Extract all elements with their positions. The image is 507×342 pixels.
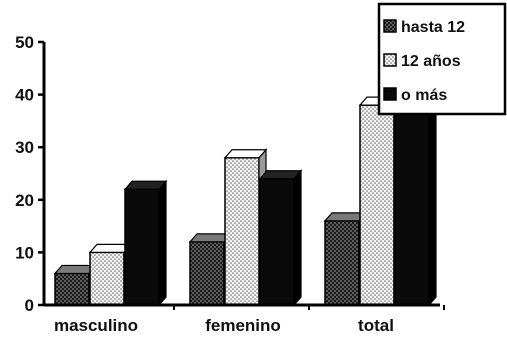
x-category-label: total xyxy=(358,316,394,335)
bar-front xyxy=(259,178,295,306)
bar-side xyxy=(293,169,302,307)
bar-top xyxy=(258,170,303,180)
bars-layer xyxy=(53,53,438,307)
legend-swatch xyxy=(383,53,397,67)
bar-front xyxy=(124,188,160,306)
bar-femenino-2 xyxy=(223,148,268,307)
x-category-label: masculino xyxy=(54,316,138,335)
bar-top xyxy=(223,149,268,159)
bar-front xyxy=(54,272,90,306)
y-tick-label: 10 xyxy=(15,243,34,262)
x-category-labels: masculino femenino total xyxy=(54,305,445,335)
legend: hasta 12 12 años o más xyxy=(377,2,507,116)
bar-front xyxy=(224,156,260,306)
bar-femenino-3 xyxy=(258,169,303,307)
legend-label: o más xyxy=(401,87,447,104)
x-category-label: femenino xyxy=(205,316,281,335)
y-tick-label: 50 xyxy=(15,33,34,52)
legend-items: hasta 12 12 años o más xyxy=(383,19,465,104)
y-tick-label: 0 xyxy=(25,296,34,315)
bar-front xyxy=(324,220,360,306)
bar-front xyxy=(189,241,225,306)
y-tick-label: 40 xyxy=(15,86,34,105)
y-tick-label: 20 xyxy=(15,191,34,210)
bar-top xyxy=(123,180,168,190)
bar-front xyxy=(359,104,395,306)
bar-masculino-3 xyxy=(123,179,168,307)
legend-label: hasta 12 xyxy=(401,19,465,36)
legend-box xyxy=(377,2,507,116)
bar-side xyxy=(158,179,167,307)
y-tick-label: 30 xyxy=(15,138,34,157)
legend-label: 12 años xyxy=(401,53,461,70)
legend-swatch xyxy=(383,87,397,101)
y-ticks: 0 10 20 30 40 50 xyxy=(15,33,44,315)
bar-front xyxy=(89,251,125,306)
legend-swatch xyxy=(383,19,397,33)
